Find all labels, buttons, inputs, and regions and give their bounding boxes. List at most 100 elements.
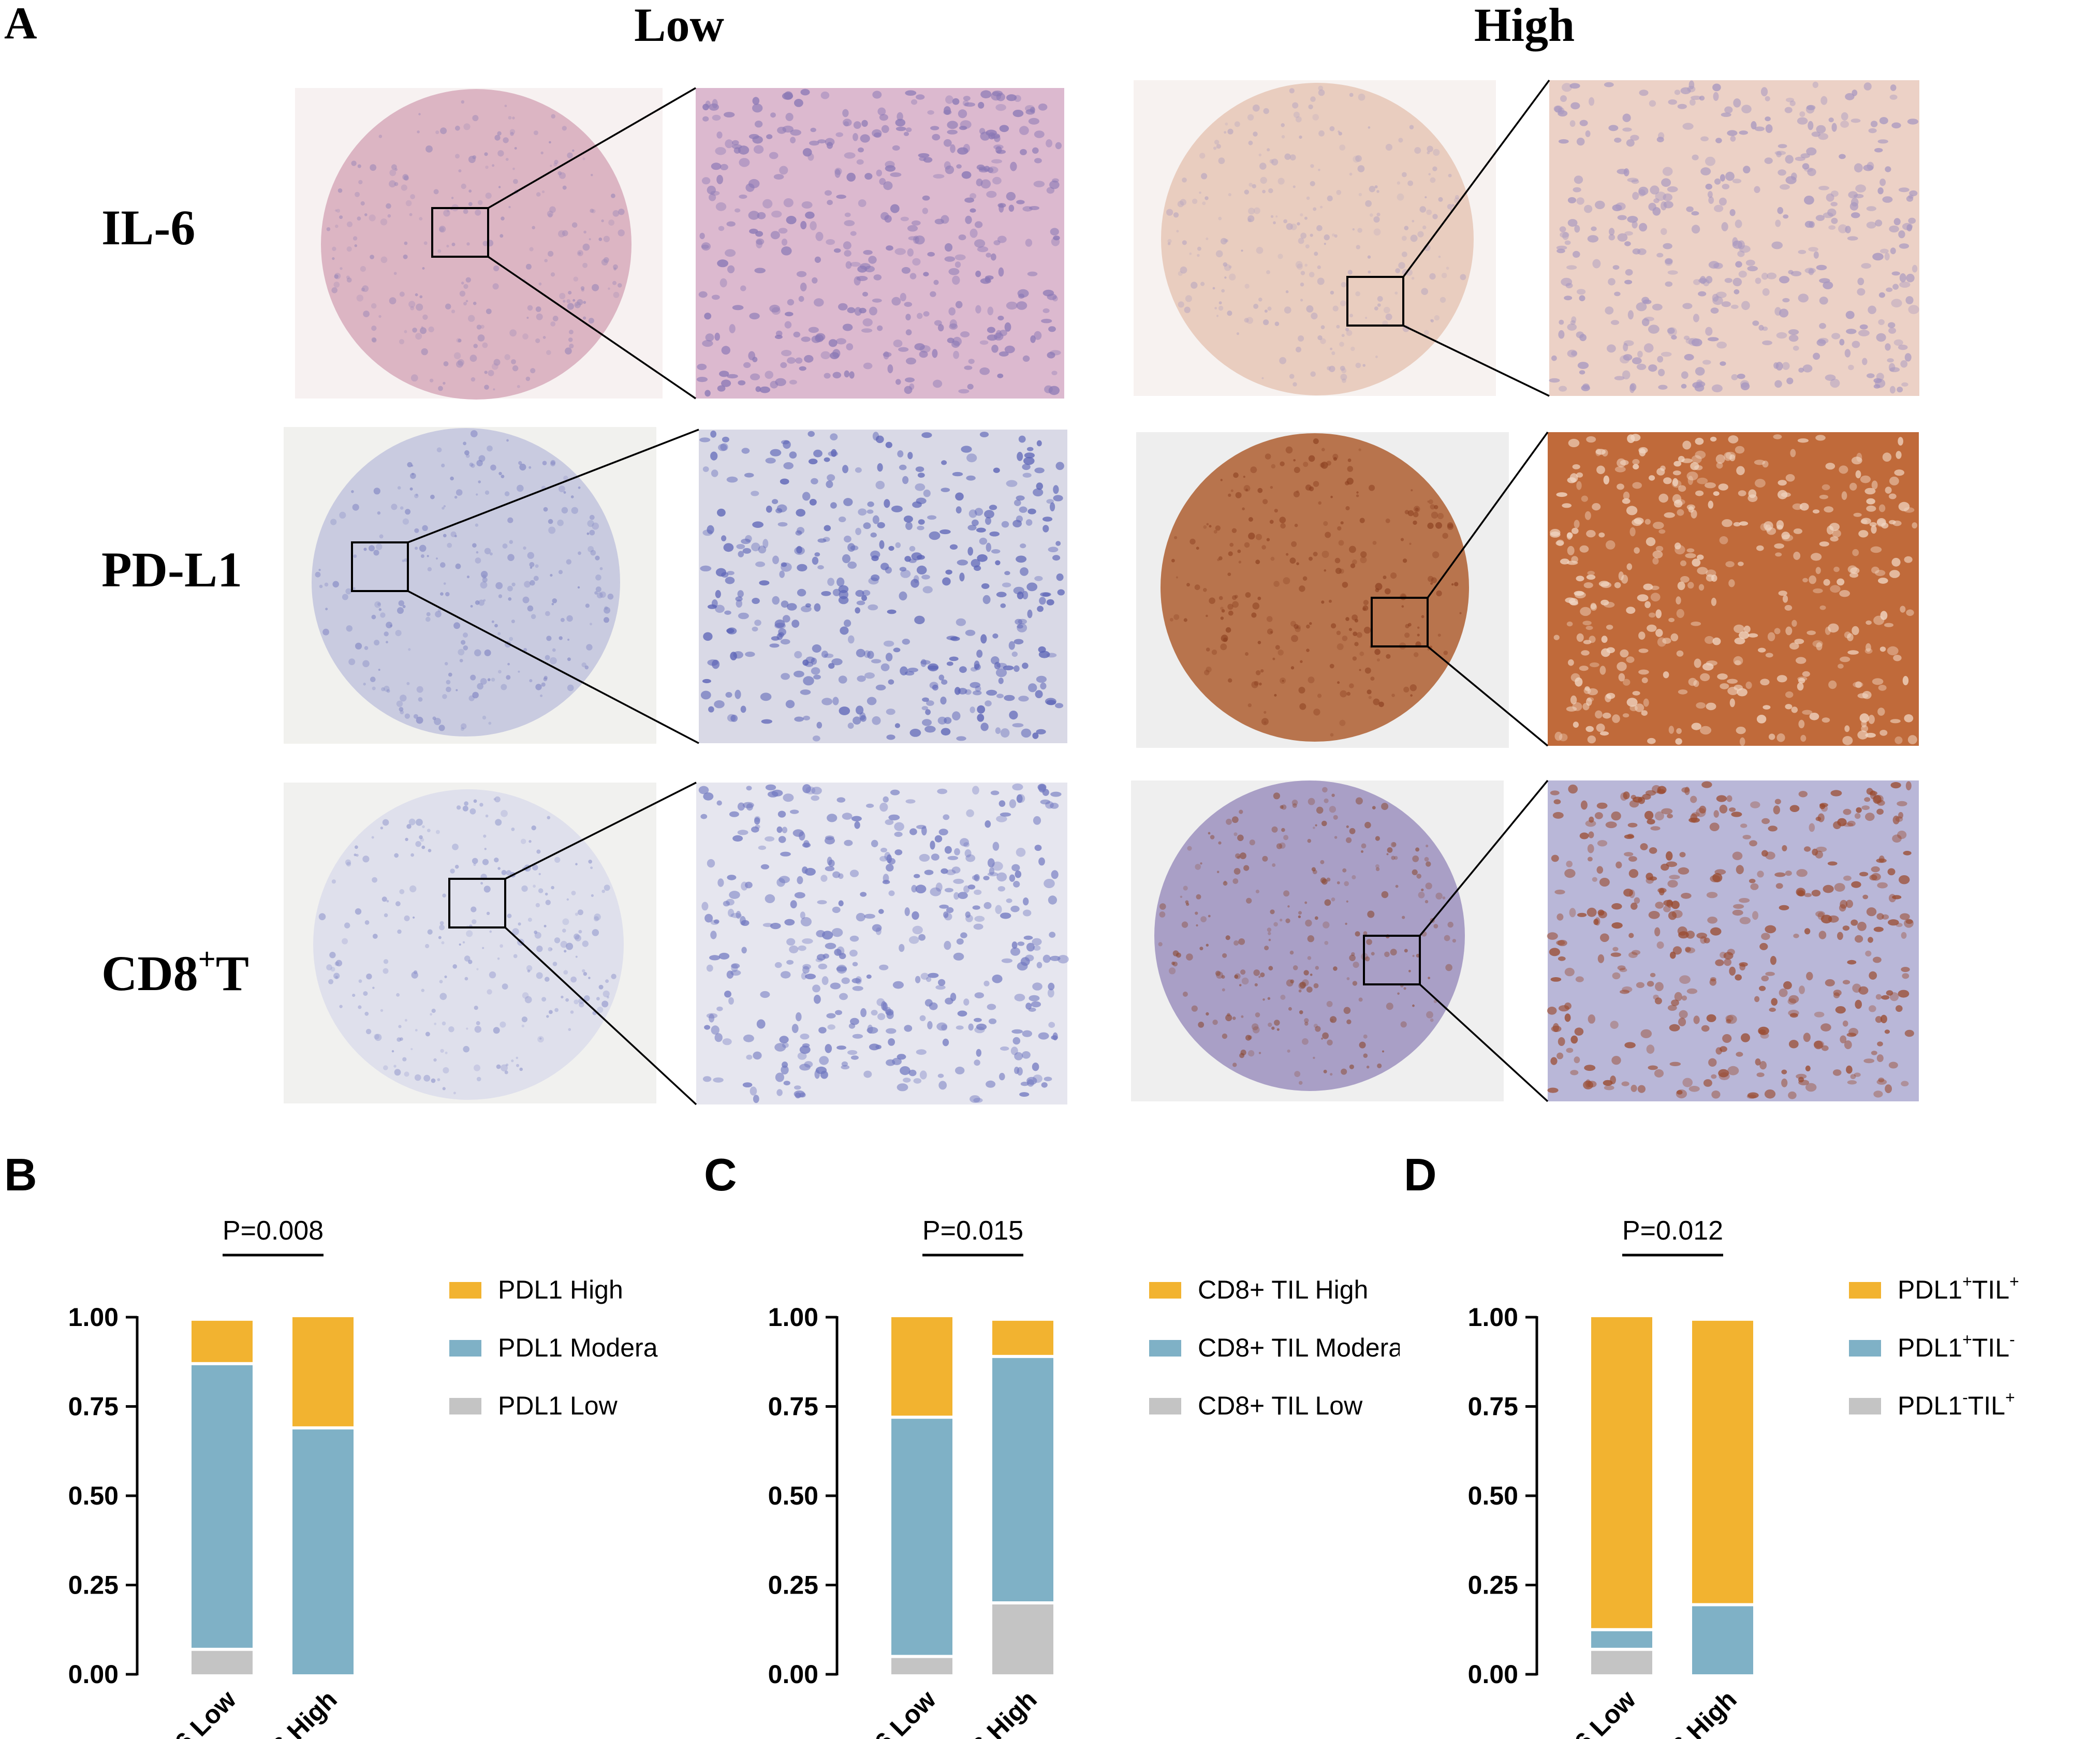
chart-d-legend-label: PDL1+TIL+ — [1898, 1272, 2019, 1304]
chart-c-legend-label: CD8+ TIL Modera — [1198, 1333, 1400, 1362]
chart-b-legend-swatch — [449, 1340, 481, 1357]
row-label-cd8t-text: CD8 — [101, 946, 198, 1001]
row-label-cd8t: CD8+T — [101, 944, 249, 1001]
panel-b-letter: B — [4, 1149, 37, 1200]
pdl1-low-zoom-texture — [699, 430, 1065, 742]
cd8t-high-zoom-texture — [1547, 781, 1914, 1099]
chart-d-bar-low-seg-2 — [1591, 1317, 1652, 1630]
chart-b-bar-low-seg-1 — [192, 1363, 253, 1649]
micrograph-grid — [284, 79, 1919, 1106]
il6-low-core-texture — [326, 100, 625, 391]
chart-b-ytick-label: 1.00 — [68, 1303, 119, 1332]
chart-d-bar-low-seg-1 — [1591, 1629, 1652, 1649]
row-label-pdl1: PD-L1 — [101, 545, 242, 595]
chart-b-legend-swatch — [449, 1282, 481, 1299]
chart-b-ytick-label: 0.00 — [68, 1660, 119, 1689]
chart-c-bar-high-seg-0 — [992, 1603, 1053, 1674]
il6-high-connector-bottom — [1403, 325, 1550, 397]
chart-d-bar-high-seg-1 — [1692, 1604, 1753, 1674]
pdl1-low-core-texture — [315, 430, 614, 731]
pdl1-high-connector-bottom — [1427, 645, 1549, 747]
chart-d-pvalue: P=0.012 — [1622, 1216, 1723, 1246]
chart-d-ytick-label: 0.00 — [1468, 1660, 1518, 1689]
il6-high-roi-box — [1346, 276, 1404, 327]
chart-d-bar-high-seg-2 — [1692, 1320, 1753, 1605]
chart-c-ytick-label: 1.00 — [768, 1303, 818, 1332]
chart-b-ytick-label: 0.50 — [68, 1481, 119, 1510]
chart-c-ytick-label: 0.75 — [768, 1392, 818, 1421]
il6-low-roi-box — [431, 207, 489, 258]
panel-c-letter: C — [704, 1149, 737, 1200]
pdl1-high-zoom-texture — [1550, 434, 1917, 746]
pdl1-low-roi-box — [351, 541, 409, 592]
chart-c-xtick-label: IL-6 Low — [847, 1685, 942, 1739]
pdl1-high-core-texture — [1169, 438, 1462, 737]
cd8t-low-connector-top — [505, 782, 697, 880]
cd8t-low-roi-box — [448, 878, 506, 929]
chart-d-legend-label: PDL1-TIL+ — [1898, 1388, 2015, 1420]
cd8t-high-core-texture — [1158, 787, 1456, 1085]
cd8t-low-tissue-core — [313, 789, 624, 1100]
pdl1-low-connector-top — [407, 429, 699, 543]
chart-c-ytick-label: 0.50 — [768, 1481, 818, 1510]
chart-c-legend-label: CD8+ TIL Low — [1198, 1391, 1363, 1420]
chart-d-ytick-label: 0.25 — [1468, 1571, 1518, 1600]
chart-c-ytick-label: 0.25 — [768, 1571, 818, 1600]
chart-d-xtick-label: IL-6 High — [1643, 1685, 1742, 1739]
chart-c-legend-label: CD8+ TIL High — [1198, 1275, 1368, 1304]
chart-c-bar-low-seg-2 — [891, 1317, 952, 1418]
chart-b-legend-label: PDL1 High — [498, 1275, 623, 1304]
chart-d-legend-swatch — [1849, 1282, 1881, 1299]
chart-c-legend-swatch — [1149, 1398, 1181, 1414]
pdl1-high-connector-top — [1427, 431, 1549, 599]
chart-d-bar-low-seg-0 — [1591, 1649, 1652, 1674]
il6-low-zoom-texture — [696, 89, 1062, 397]
pdl1-high-roi-box — [1371, 597, 1429, 647]
chart-b-bar-high-seg-2 — [292, 1317, 354, 1428]
chart-c-xtick-label: IL-6 High — [944, 1685, 1042, 1739]
chart-b-bar-high-seg-1 — [292, 1427, 354, 1674]
row-label-cd8t-tail: T — [215, 946, 249, 1001]
il6-low-connector-top — [488, 87, 696, 209]
chart-c-bar-high-seg-1 — [992, 1356, 1053, 1603]
chart-c-legend-swatch — [1149, 1282, 1181, 1299]
chart-c-bar-low-seg-1 — [891, 1417, 952, 1657]
chart-c-legend-swatch — [1149, 1340, 1181, 1357]
cd8t-low-zoom-image — [696, 783, 1067, 1104]
chart-c-ytick-label: 0.00 — [768, 1660, 818, 1689]
chart-b-bar-low-seg-2 — [192, 1320, 253, 1364]
row-label-cd8t-sup: + — [198, 942, 216, 976]
chart-b-ytick-label: 0.75 — [68, 1392, 119, 1421]
il6-high-zoom-texture — [1549, 80, 1919, 394]
chart-b-pvalue: P=0.008 — [223, 1216, 324, 1246]
chart-b-xtick-label: IL-6 High — [244, 1685, 343, 1739]
pdl1-low-tissue-core — [312, 428, 620, 736]
chart-b-legend-swatch — [449, 1398, 481, 1414]
chart-d-ytick-label: 0.75 — [1468, 1392, 1518, 1421]
cd8t-high-roi-box — [1363, 935, 1421, 985]
il6-high-connector-top — [1402, 79, 1550, 278]
cd8t-high-connector-top — [1419, 779, 1549, 937]
chart-b-legend-label: PDL1 Low — [498, 1391, 618, 1420]
panel-d-letter: D — [1404, 1149, 1437, 1200]
chart-b: B IL-6 Low IL-6 High 0.00 0.25 0.50 0.75 1.00 P=… — [4, 1149, 658, 1739]
cd8t-low-core-texture — [318, 796, 616, 1095]
chart-b-xtick-label: IL-6 Low — [147, 1685, 242, 1739]
chart-d: D IL-6 Low IL-6 High 0.00 0.25 0.50 0.75 1.00 P=… — [1404, 1149, 2019, 1739]
il6-high-tissue-core — [1161, 83, 1474, 395]
panel-a-letter: A — [4, 0, 37, 49]
chart-c-bar-low-seg-0 — [891, 1656, 952, 1674]
row-label-il6-text: IL-6 — [101, 200, 196, 255]
row-label-il6: IL-6 — [101, 203, 195, 253]
chart-c: C IL-6 Low IL-6 High 0.00 0.25 0.50 0.75 1.00 P=… — [704, 1149, 1400, 1739]
pdl1-low-zoom-image — [699, 430, 1067, 743]
chart-d-ytick-label: 1.00 — [1468, 1303, 1518, 1332]
chart-b-bar-low-seg-0 — [192, 1649, 253, 1674]
column-header-low: Low — [634, 0, 724, 51]
column-header-high: High — [1474, 0, 1575, 51]
chart-d-legend-swatch — [1849, 1398, 1881, 1414]
cd8t-low-zoom-texture — [698, 783, 1069, 1103]
il6-low-connector-bottom — [488, 256, 696, 400]
chart-c-bar-high-seg-2 — [992, 1320, 1053, 1357]
chart-b-legend-label: PDL1 Modera — [498, 1333, 658, 1362]
